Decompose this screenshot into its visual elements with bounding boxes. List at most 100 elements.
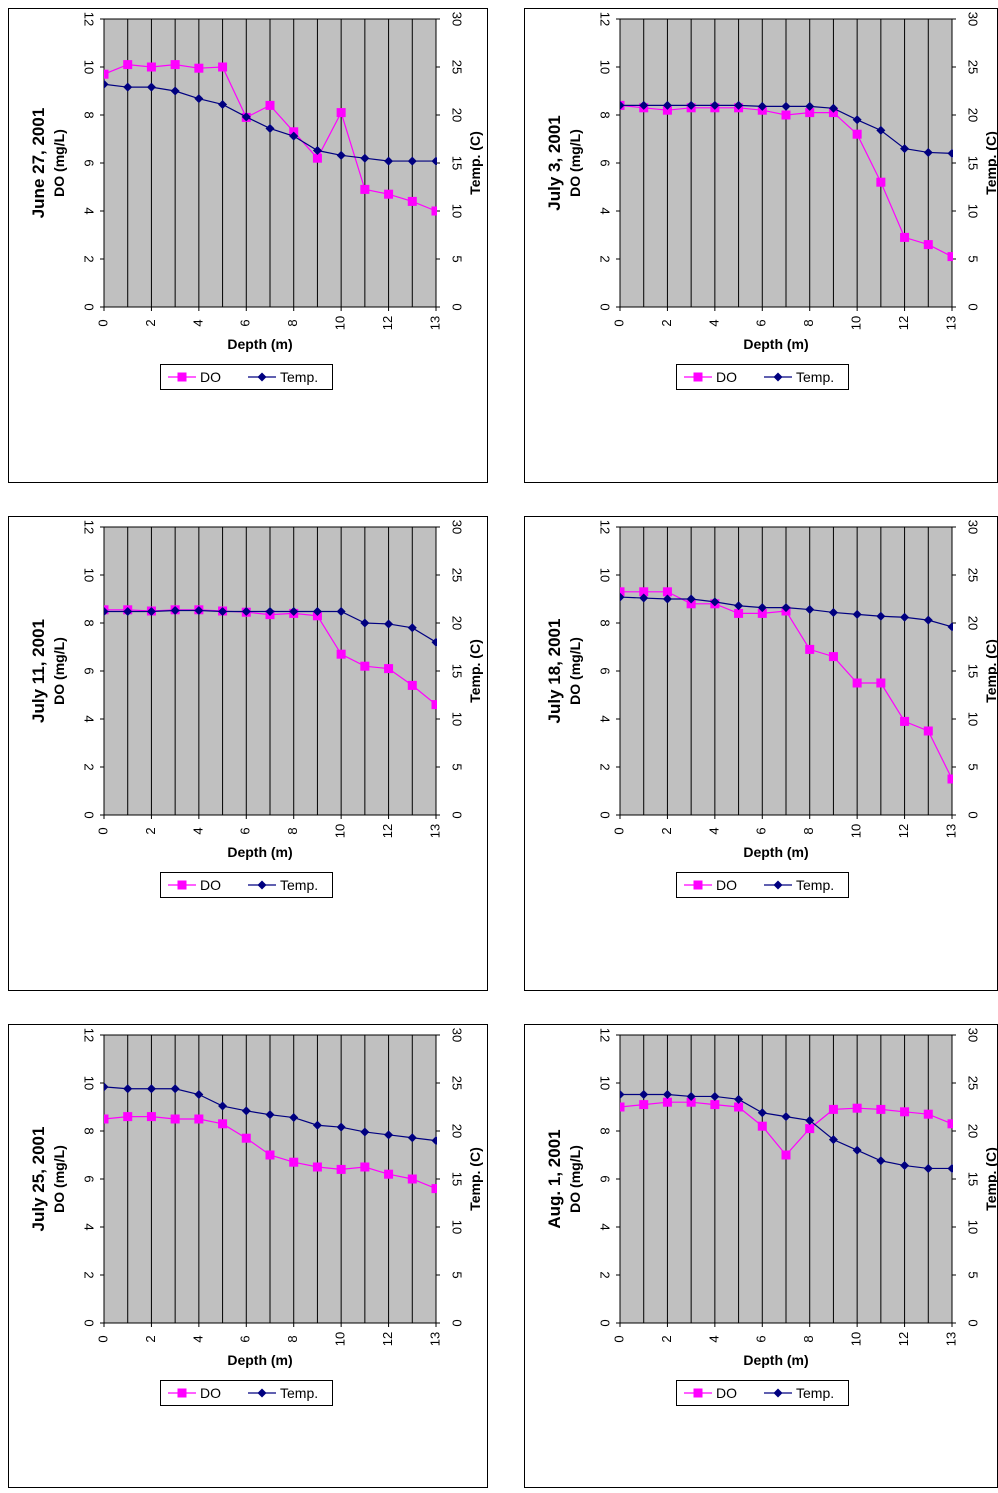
- y-left-tick-label: 8: [82, 619, 97, 626]
- legend-do-label: DO: [716, 877, 737, 893]
- do-point: [853, 1104, 862, 1113]
- y-left-tick-label: 10: [82, 60, 97, 74]
- y-right-tick-label: 25: [966, 1076, 981, 1090]
- chart-title: July 18, 2001: [545, 619, 564, 724]
- y-right-tick-label: 0: [450, 1319, 465, 1326]
- y-left-tick-label: 10: [82, 568, 97, 582]
- x-tick-label: 13: [427, 1332, 442, 1346]
- x-axis-label: Depth (m): [743, 844, 808, 860]
- x-tick-label: 12: [380, 824, 395, 838]
- y-left-tick-label: 0: [82, 811, 97, 818]
- do-point: [337, 1165, 346, 1174]
- x-tick-label: 13: [427, 824, 442, 838]
- y-right-tick-label: 5: [450, 763, 465, 770]
- x-tick-label: 0: [95, 319, 110, 326]
- y-right-tick-label: 20: [966, 1124, 981, 1138]
- y-right-tick-label: 10: [966, 204, 981, 218]
- legend-temp-label: Temp.: [796, 877, 834, 893]
- y-left-tick-label: 10: [598, 1076, 613, 1090]
- x-tick-label: 12: [896, 316, 911, 330]
- x-tick-label: 0: [95, 1335, 110, 1342]
- do-point: [384, 664, 393, 673]
- do-point: [123, 60, 132, 69]
- x-tick-label: 12: [380, 1332, 395, 1346]
- y-left-axis-label: DO (mg/L): [567, 129, 583, 197]
- y-left-tick-label: 2: [598, 1271, 613, 1278]
- x-tick-label: 8: [285, 827, 300, 834]
- x-tick-label: 2: [143, 1335, 158, 1342]
- x-tick-label: 12: [896, 1332, 911, 1346]
- y-right-tick-label: 30: [966, 1028, 981, 1042]
- do-point: [829, 652, 838, 661]
- do-point: [408, 681, 417, 690]
- x-axis-label: Depth (m): [743, 1352, 808, 1368]
- x-tick-label: 4: [706, 1335, 721, 1342]
- y-left-tick-label: 0: [598, 811, 613, 818]
- legend-temp-label: Temp.: [280, 1385, 318, 1401]
- do-point: [900, 1107, 909, 1116]
- y-right-tick-label: 5: [450, 255, 465, 262]
- do-point: [337, 108, 346, 117]
- y-right-axis-label: Temp. (C): [467, 639, 483, 703]
- x-tick-label: 4: [190, 1335, 205, 1342]
- y-right-tick-label: 20: [450, 616, 465, 630]
- x-tick-label: 13: [943, 824, 958, 838]
- x-tick-label: 4: [190, 319, 205, 326]
- x-tick-label: 10: [333, 1332, 348, 1346]
- legend-temp-label: Temp.: [280, 369, 318, 385]
- y-right-tick-label: 10: [966, 1220, 981, 1234]
- y-right-tick-label: 30: [966, 12, 981, 26]
- x-tick-label: 2: [659, 319, 674, 326]
- y-left-axis-label: DO (mg/L): [567, 1145, 583, 1213]
- x-tick-label: 10: [333, 316, 348, 330]
- y-right-tick-label: 10: [966, 712, 981, 726]
- y-right-axis-label: Temp. (C): [983, 639, 998, 703]
- x-tick-label: 10: [849, 316, 864, 330]
- y-right-tick-label: 5: [450, 1271, 465, 1278]
- legend-do-label: DO: [716, 1385, 737, 1401]
- y-right-tick-label: 5: [966, 1271, 981, 1278]
- x-tick-label: 8: [801, 1335, 816, 1342]
- x-tick-label: 8: [801, 827, 816, 834]
- y-left-tick-label: 2: [598, 763, 613, 770]
- x-axis-label: Depth (m): [227, 844, 292, 860]
- y-left-tick-label: 12: [82, 1028, 97, 1042]
- y-right-tick-label: 15: [450, 664, 465, 678]
- do-point: [313, 1163, 322, 1172]
- legend-do-marker: [178, 1389, 187, 1398]
- legend-temp-label: Temp.: [796, 369, 834, 385]
- x-axis-label: Depth (m): [227, 336, 292, 352]
- legend-do-marker: [178, 881, 187, 890]
- x-tick-label: 12: [896, 824, 911, 838]
- do-point: [218, 1119, 227, 1128]
- x-tick-label: 4: [190, 827, 205, 834]
- do-point: [337, 650, 346, 659]
- do-point: [639, 1100, 648, 1109]
- y-right-tick-label: 0: [966, 811, 981, 818]
- y-left-tick-label: 12: [598, 520, 613, 534]
- y-right-tick-label: 10: [450, 1220, 465, 1234]
- y-left-tick-label: 4: [598, 1223, 613, 1230]
- do-point: [805, 645, 814, 654]
- y-right-tick-label: 30: [450, 520, 465, 534]
- y-left-tick-label: 10: [598, 568, 613, 582]
- y-left-tick-label: 8: [82, 1127, 97, 1134]
- y-left-tick-label: 8: [82, 111, 97, 118]
- do-point: [408, 1175, 417, 1184]
- y-left-tick-label: 2: [82, 763, 97, 770]
- do-point: [194, 64, 203, 73]
- y-right-tick-label: 25: [450, 1076, 465, 1090]
- y-right-tick-label: 30: [450, 12, 465, 26]
- do-point: [853, 130, 862, 139]
- y-right-tick-label: 25: [450, 60, 465, 74]
- y-left-tick-label: 2: [82, 1271, 97, 1278]
- x-tick-label: 13: [427, 316, 442, 330]
- do-point: [829, 1105, 838, 1114]
